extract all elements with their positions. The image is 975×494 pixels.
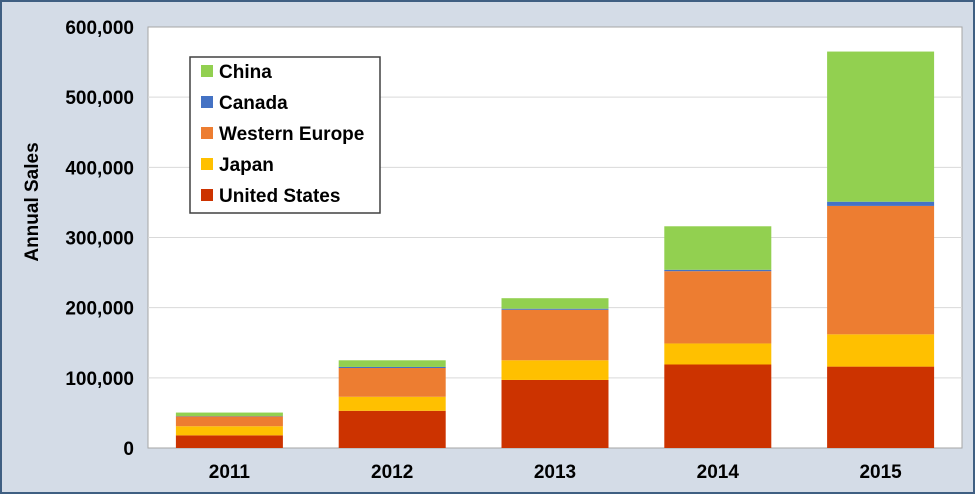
- bar-segment: [827, 51, 935, 202]
- y-tick-label: 400,000: [65, 158, 134, 179]
- legend-label: United States: [219, 186, 340, 207]
- bar-segment: [175, 426, 283, 436]
- bar-segment: [175, 416, 283, 427]
- y-axis-ticks: 0 100,000 200,000 300,000 400,000 500,000 600,…: [65, 18, 134, 460]
- x-tick-label: 2015: [859, 462, 902, 483]
- bar-segment: [501, 298, 609, 309]
- bar-segment: [338, 396, 446, 411]
- y-tick-label: 500,000: [65, 88, 134, 109]
- legend: China Canada Western Europe Japan United Sta…: [189, 56, 381, 214]
- y-tick-label: 0: [123, 439, 134, 460]
- bar-segment: [664, 364, 772, 448]
- y-tick-label: 600,000: [65, 18, 134, 39]
- legend-swatch: [201, 96, 213, 108]
- bar-segment: [664, 271, 772, 344]
- legend-label: Canada: [219, 93, 288, 114]
- legend-label: Japan: [219, 155, 274, 176]
- bar-segment: [827, 205, 935, 335]
- bar-segment: [338, 360, 446, 367]
- legend-swatch: [201, 158, 213, 170]
- bar-segment: [501, 360, 609, 380]
- x-axis-ticks: 2011 2012 2013 2014 2015: [209, 462, 902, 483]
- legend-label: China: [219, 62, 272, 83]
- legend-label: Western Europe: [219, 124, 364, 145]
- bar-segment: [338, 366, 446, 369]
- y-tick-label: 300,000: [65, 229, 134, 250]
- x-tick-label: 2013: [534, 462, 576, 483]
- bar-segment: [338, 410, 446, 448]
- x-tick-label: 2011: [209, 462, 251, 483]
- bar-segment: [664, 343, 772, 365]
- bar-segment: [501, 308, 609, 310]
- bar-segment: [664, 269, 772, 272]
- bar-segment: [501, 309, 609, 361]
- bar-segment: [827, 334, 935, 367]
- y-tick-label: 100,000: [65, 369, 134, 390]
- y-axis-title: Annual Sales: [22, 142, 43, 261]
- bar-segment: [175, 435, 283, 448]
- bar-segment: [338, 368, 446, 397]
- bars: [175, 51, 935, 448]
- legend-swatch: [201, 65, 213, 77]
- legend-swatch: [201, 127, 213, 139]
- bar-segment: [664, 226, 772, 270]
- bar-segment: [175, 412, 283, 417]
- bar-segment: [501, 379, 609, 448]
- x-tick-label: 2012: [371, 462, 413, 483]
- x-tick-label: 2014: [697, 462, 740, 483]
- bar-segment: [827, 201, 935, 206]
- y-tick-label: 200,000: [65, 299, 134, 320]
- legend-swatch: [201, 189, 213, 201]
- bar-segment: [827, 366, 935, 448]
- legend-box: [189, 56, 381, 214]
